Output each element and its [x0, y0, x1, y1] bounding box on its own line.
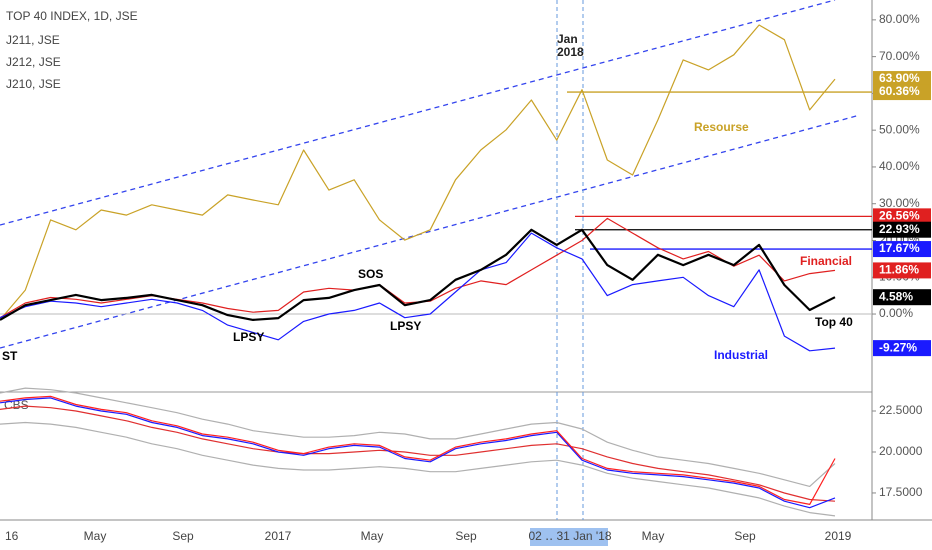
annotation: Financial: [800, 254, 852, 268]
x-tick-label: May: [361, 529, 384, 543]
annotation: 2018: [557, 45, 584, 59]
x-tick-label: 2019: [825, 529, 852, 543]
price-label-box: [873, 241, 931, 258]
y-tick-label: 22.5000: [879, 403, 923, 417]
series-line: [0, 228, 836, 321]
price-label-box: [873, 340, 931, 357]
price-label: 17.67%: [879, 241, 920, 255]
price-label: 63.90%: [879, 71, 920, 85]
y-tick-label: 80.00%: [879, 12, 920, 26]
time-highlight: [530, 528, 608, 546]
price-label: 26.56%: [879, 209, 920, 223]
series-line: [0, 232, 836, 352]
annotation: Top 40: [815, 315, 853, 329]
annotation: SOS: [358, 267, 383, 281]
y-tick-label: 0.00%: [879, 306, 913, 320]
annotation: Resourse: [694, 120, 749, 134]
price-label-box: [873, 71, 931, 88]
price-label-box: [873, 84, 931, 101]
x-tick-label: 02 ‥ 31 Jan '18: [528, 529, 611, 543]
price-label-box: [873, 262, 931, 279]
price-label-box: [873, 208, 931, 225]
series-line: [0, 421, 836, 517]
price-label: -9.27%: [879, 340, 917, 354]
series-line: [0, 24, 836, 321]
annotation: LPSY: [233, 330, 264, 344]
channel-upper: [0, 0, 836, 226]
price-label-box: [873, 289, 931, 306]
annotation: ST: [2, 349, 18, 363]
channel-lower: [0, 114, 861, 349]
price-label: 4.58%: [879, 289, 913, 303]
x-tick-label: Sep: [172, 529, 194, 543]
y-tick-label: 70.00%: [879, 49, 920, 63]
y-tick-label: 40.00%: [879, 159, 920, 173]
price-label-box: [873, 221, 931, 238]
y-tick-label: 50.00%: [879, 122, 920, 136]
x-tick-label: May: [642, 529, 665, 543]
y-tick-label: 20.0000: [879, 444, 923, 458]
annotation: Jan: [557, 32, 578, 46]
price-label: 11.86%: [879, 263, 919, 277]
x-tick-label: 2017: [265, 529, 292, 543]
x-tick-label: May: [84, 529, 107, 543]
price-label: 22.93%: [879, 222, 920, 236]
y-tick-label: 17.5000: [879, 485, 923, 499]
legend-entry: J212, JSE: [6, 55, 61, 69]
legend-entry: J211, JSE: [6, 33, 60, 47]
series-line: [0, 387, 836, 487]
annotation: Industrial: [714, 348, 768, 362]
price-label: 60.36%: [879, 84, 920, 98]
legend-entry: J210, JSE: [6, 77, 61, 91]
x-tick-label: 16: [5, 529, 19, 543]
x-tick-label: Sep: [455, 529, 477, 543]
annotation: LPSY: [390, 319, 421, 333]
series-line: [0, 405, 836, 502]
y-tick-label: 30.00%: [879, 196, 920, 210]
legend: TOP 40 INDEX, 1D, JSE J211, JSE J212, JS…: [6, 9, 138, 91]
x-tick-label: Sep: [734, 529, 756, 543]
legend-entry: TOP 40 INDEX, 1D, JSE: [6, 9, 138, 23]
series-line: [0, 395, 836, 505]
series-line: [0, 397, 836, 509]
